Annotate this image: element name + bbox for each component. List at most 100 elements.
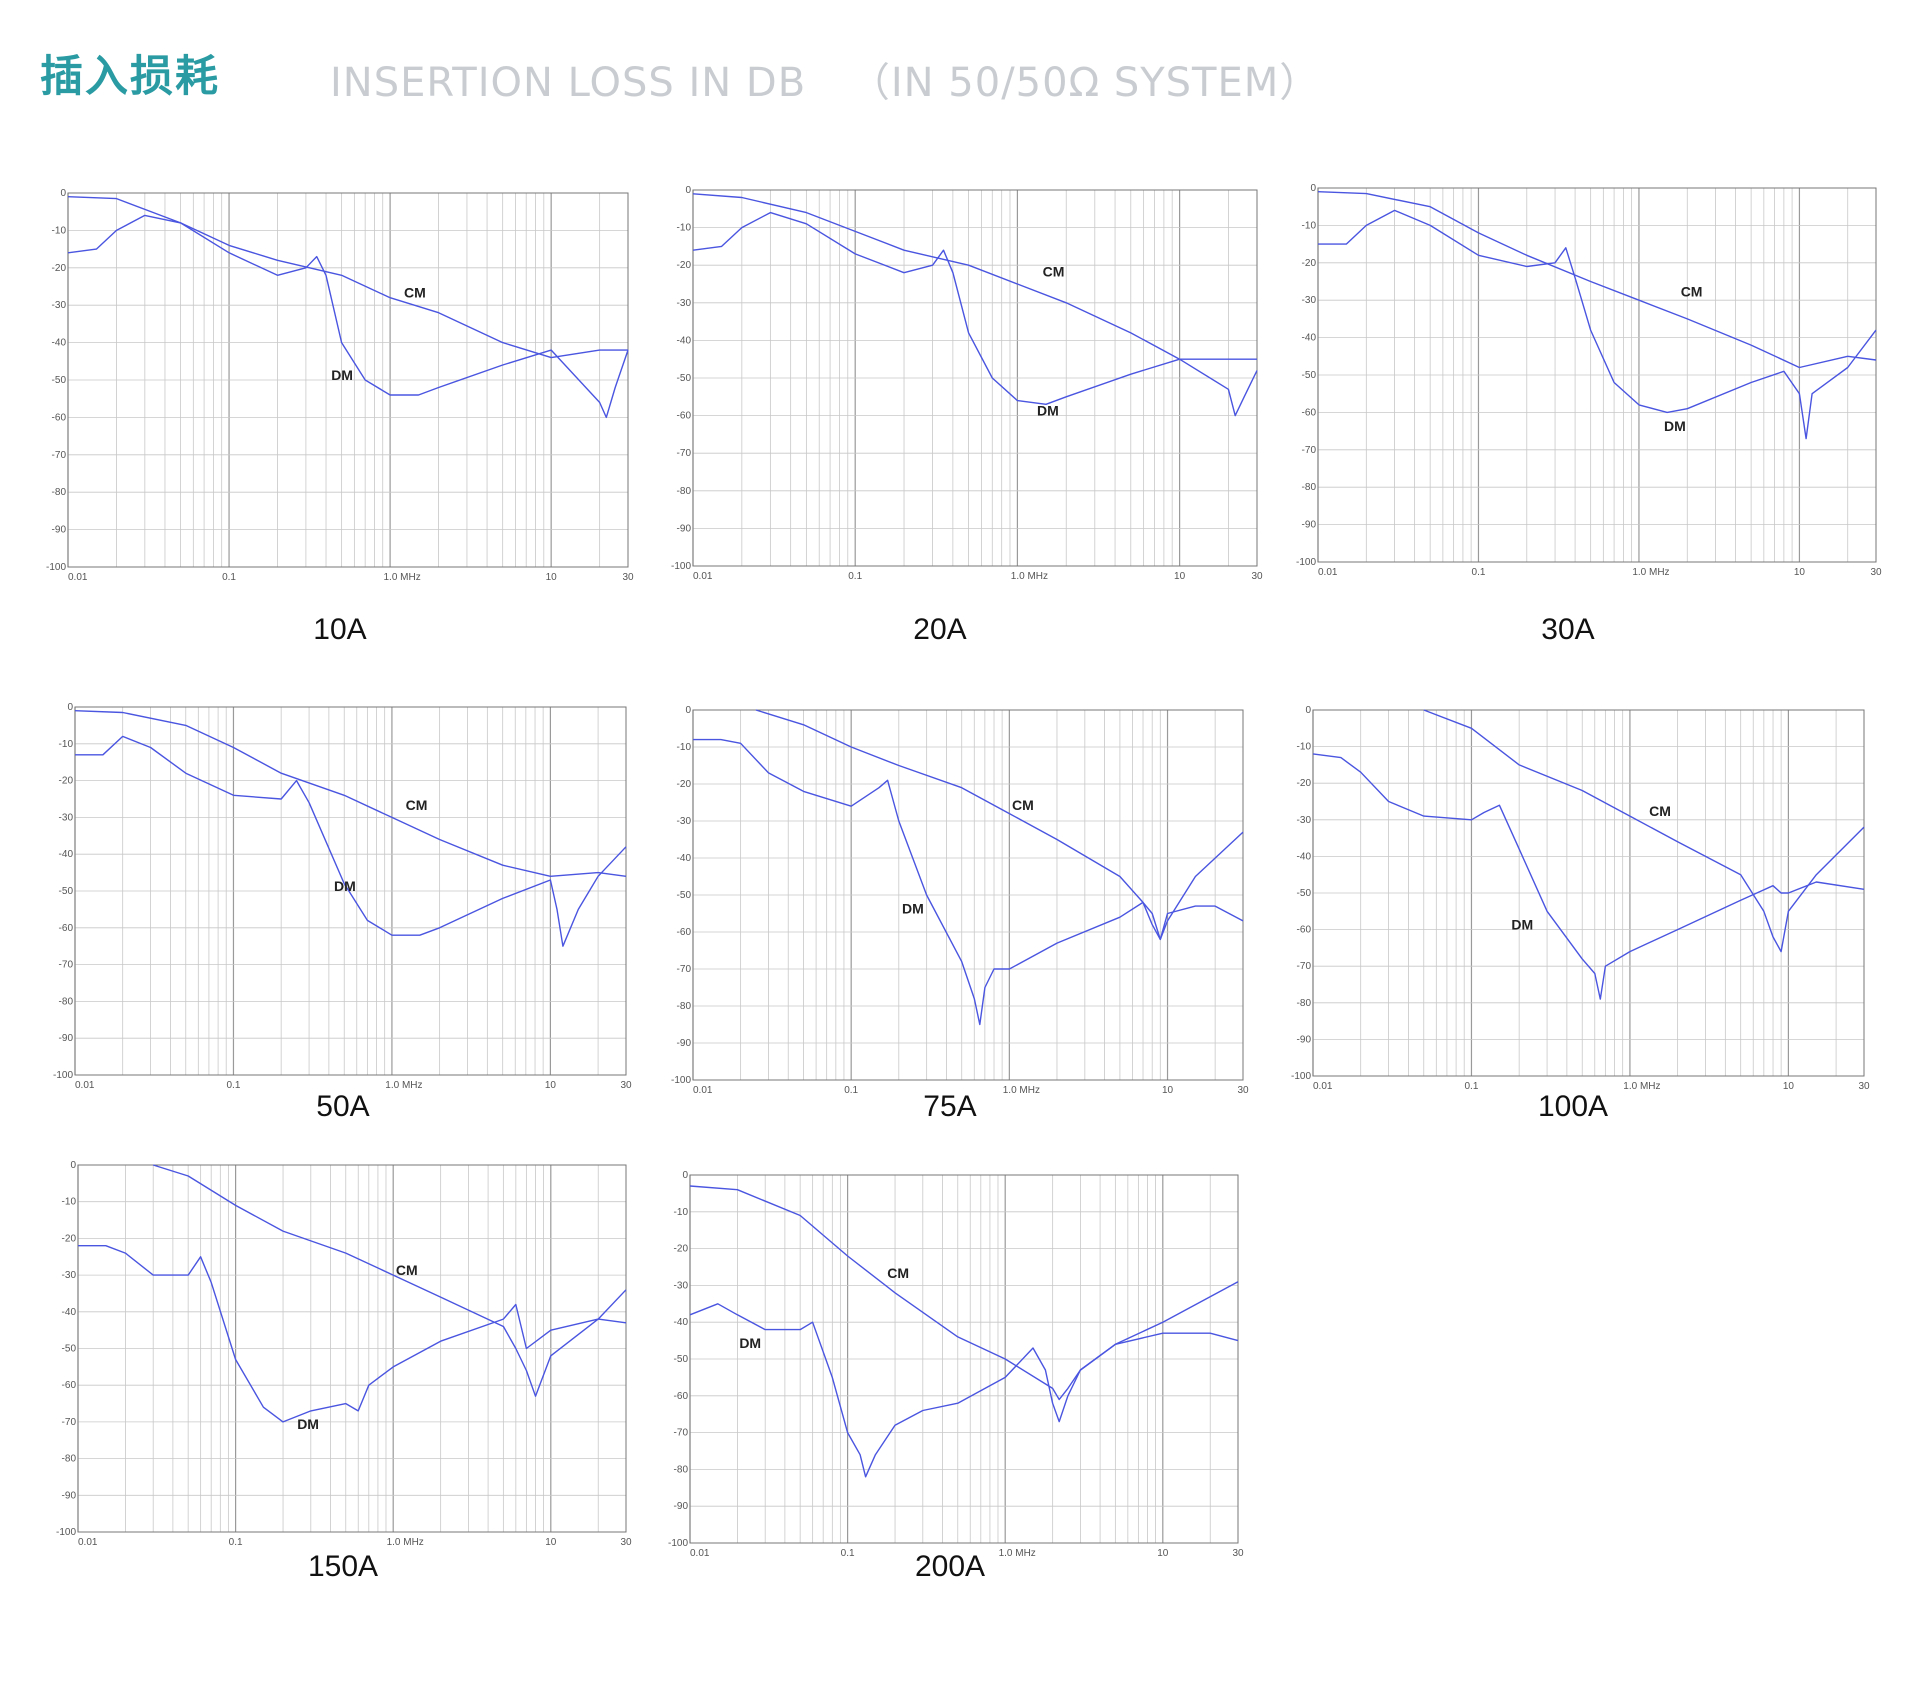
y-tick-label: -60	[677, 411, 692, 422]
y-tick-label: -20	[52, 263, 67, 274]
curve-label-dm: DM	[297, 1416, 319, 1432]
title-english-text: INSERTION LOSS IN DB	[330, 60, 807, 106]
x-tick-label: 30	[622, 572, 634, 583]
x-tick-label: 0.1	[844, 1085, 858, 1096]
y-tick-label: -40	[1297, 851, 1312, 862]
y-tick-label: 0	[685, 185, 691, 196]
y-tick-label: -30	[62, 1270, 77, 1281]
y-tick-label: -40	[677, 335, 692, 346]
y-tick-label: -30	[1302, 295, 1317, 306]
curve-label-dm: DM	[902, 901, 924, 917]
y-tick-label: -10	[62, 1197, 77, 1208]
chart-panel: 0 -10 -20 -30 -40 -50 -60 -70 -80 -90 -100 0.01 0.1 1…	[1291, 705, 1876, 1098]
y-tick-label: -90	[677, 1038, 692, 1049]
chart-panel: 0 -10 -20 -30 -40 -50 -60 -70 -80 -90 -100 0.01 0.1 1…	[53, 702, 638, 1097]
y-tick-label: -60	[674, 1391, 689, 1402]
y-tick-label: -90	[677, 523, 692, 534]
x-tick-label: 10	[1783, 1081, 1795, 1092]
y-tick-label: -10	[677, 742, 692, 753]
y-tick-label: -60	[1302, 407, 1317, 418]
y-tick-label: -30	[677, 816, 692, 827]
y-tick-label: -40	[674, 1317, 689, 1328]
y-tick-label: -70	[59, 960, 74, 971]
y-tick-label: -100	[56, 1527, 76, 1538]
y-tick-label: 0	[67, 702, 73, 713]
y-tick-label: -70	[62, 1417, 77, 1428]
y-tick-label: -50	[1302, 370, 1317, 381]
plot-frame	[689, 1174, 1239, 1544]
x-tick-label: 30	[1232, 1548, 1244, 1559]
x-tick-label: 0.1	[229, 1537, 243, 1548]
x-tick-label: 1.0 MHz	[1011, 571, 1048, 582]
y-tick-label: -20	[677, 260, 692, 271]
x-tick-label: 30	[1237, 1085, 1249, 1096]
x-tick-label: 10	[546, 572, 558, 583]
chart-panel: 0 -10 -20 -30 -40 -50 -60 -70 -80 -90 -100 0.01 0.1 1…	[46, 188, 640, 589]
curve-label-cm: CM	[396, 1262, 418, 1278]
y-tick-label: -80	[59, 996, 74, 1007]
plot-frame	[77, 1164, 627, 1533]
y-tick-label: -40	[62, 1307, 77, 1318]
chart-panel: 0 -10 -20 -30 -40 -50 -60 -70 -80 -90 -100 0.01 0.1 1…	[668, 1170, 1250, 1565]
y-tick-label: -40	[1302, 333, 1317, 344]
y-tick-label: 0	[682, 1170, 688, 1181]
series-line-cm	[1317, 191, 1877, 369]
y-tick-label: -30	[59, 812, 74, 823]
plot-frame	[692, 189, 1258, 567]
x-tick-label: 30	[1870, 567, 1882, 578]
y-tick-label: -20	[677, 779, 692, 790]
x-tick-label: 1.0 MHz	[999, 1548, 1036, 1559]
series-line-cm	[692, 193, 1257, 360]
y-tick-label: -50	[1297, 888, 1312, 899]
plot-frame	[67, 192, 629, 568]
series-line-dm	[689, 1303, 1239, 1478]
y-tick-label: -70	[677, 448, 692, 459]
y-tick-label: -100	[671, 561, 691, 572]
chart-panel: 0 -10 -20 -30 -40 -50 -60 -70 -80 -90 -100 0.01 0.1 1…	[1296, 183, 1888, 584]
x-tick-label: 1.0 MHz	[1003, 1085, 1040, 1096]
x-tick-label: 30	[620, 1080, 632, 1091]
x-tick-label: 1.0 MHz	[387, 1537, 424, 1548]
x-tick-label: 10	[545, 1080, 557, 1091]
y-tick-label: -60	[62, 1380, 77, 1391]
x-tick-label: 0.01	[68, 572, 88, 583]
chart-panel: 0 -10 -20 -30 -40 -50 -60 -70 -80 -90 -100 0.01 0.1 1…	[671, 705, 1255, 1102]
curve-label-cm: CM	[1681, 283, 1703, 299]
x-tick-label: 0.1	[222, 572, 236, 583]
y-tick-label: -10	[52, 225, 67, 236]
series-line-dm	[692, 211, 1258, 417]
y-tick-label: -80	[52, 487, 67, 498]
y-tick-label: -100	[671, 1075, 691, 1086]
y-tick-label: -60	[59, 923, 74, 934]
y-tick-label: -70	[52, 450, 67, 461]
x-tick-label: 30	[1251, 571, 1263, 582]
y-tick-label: -100	[668, 1538, 688, 1549]
chart-caption: 20A	[913, 613, 967, 646]
series-line-dm	[693, 738, 1244, 1026]
x-tick-label: 10	[1174, 571, 1186, 582]
y-tick-label: -100	[1296, 557, 1316, 568]
x-tick-label: 0.1	[227, 1080, 241, 1091]
y-tick-label: -80	[62, 1454, 77, 1465]
plot-frame	[1312, 709, 1865, 1077]
system-note: （IN 50/50Ω SYSTEM）	[849, 60, 1321, 106]
series-line-dm	[75, 735, 627, 947]
y-tick-label: -60	[52, 412, 67, 423]
chart-caption: 30A	[1541, 613, 1595, 646]
y-tick-label: 0	[70, 1160, 76, 1171]
y-tick-label: 0	[685, 705, 691, 716]
x-tick-label: 0.01	[78, 1537, 98, 1548]
y-tick-label: -90	[52, 525, 67, 536]
y-tick-label: -100	[53, 1070, 73, 1081]
curve-label-cm: CM	[887, 1265, 909, 1281]
x-tick-label: 0.01	[75, 1080, 95, 1091]
chart-caption: 100A	[1537, 1090, 1609, 1123]
x-tick-label: 1.0 MHz	[385, 1080, 422, 1091]
x-tick-label: 0.01	[1313, 1081, 1333, 1092]
x-tick-label: 0.1	[1465, 1081, 1479, 1092]
y-tick-label: -100	[1291, 1071, 1311, 1082]
x-tick-label: 0.1	[1472, 567, 1486, 578]
